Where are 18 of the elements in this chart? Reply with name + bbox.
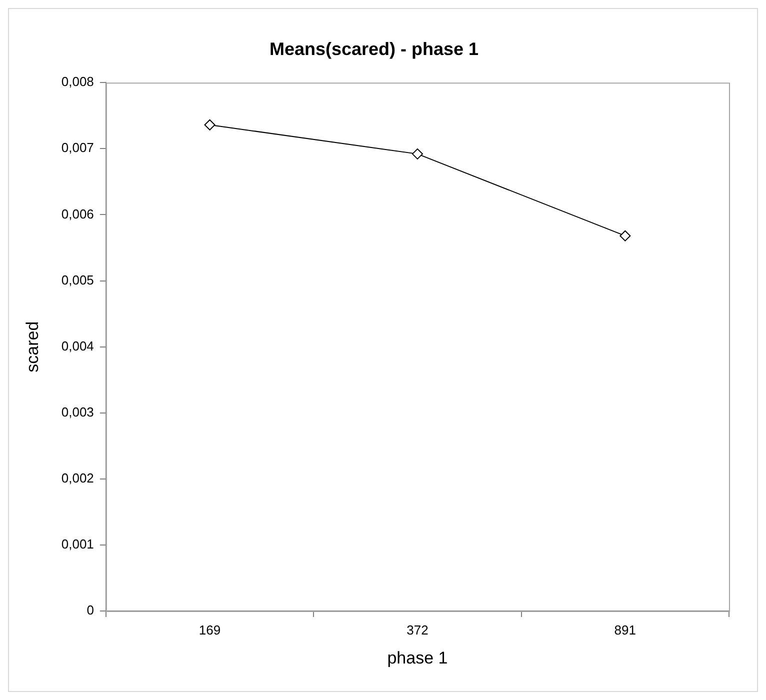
- y-axis-title: scared: [22, 321, 42, 372]
- x-tick-label: 372: [406, 622, 428, 638]
- x-tick-label: 891: [614, 622, 636, 638]
- y-tick-label: 0,002: [61, 470, 94, 486]
- y-tick-label: 0,003: [61, 404, 94, 420]
- y-tick-label: 0,007: [61, 140, 94, 156]
- point: [204, 119, 216, 130]
- chart-title: Means(scared) - phase 1: [269, 38, 479, 59]
- y-tick-label: 0: [86, 602, 94, 618]
- y-tick-label: 0,008: [61, 74, 94, 90]
- y-tick-label: 0,006: [61, 206, 94, 222]
- point: [620, 230, 631, 242]
- y-tick-label: 0,001: [61, 536, 94, 552]
- y-tick-label: 0,004: [61, 338, 94, 354]
- y-tick-label: 0,005: [61, 272, 94, 288]
- x-tick-label: 169: [198, 622, 221, 638]
- point: [412, 148, 423, 160]
- x-axis-title: phase 1: [387, 648, 448, 668]
